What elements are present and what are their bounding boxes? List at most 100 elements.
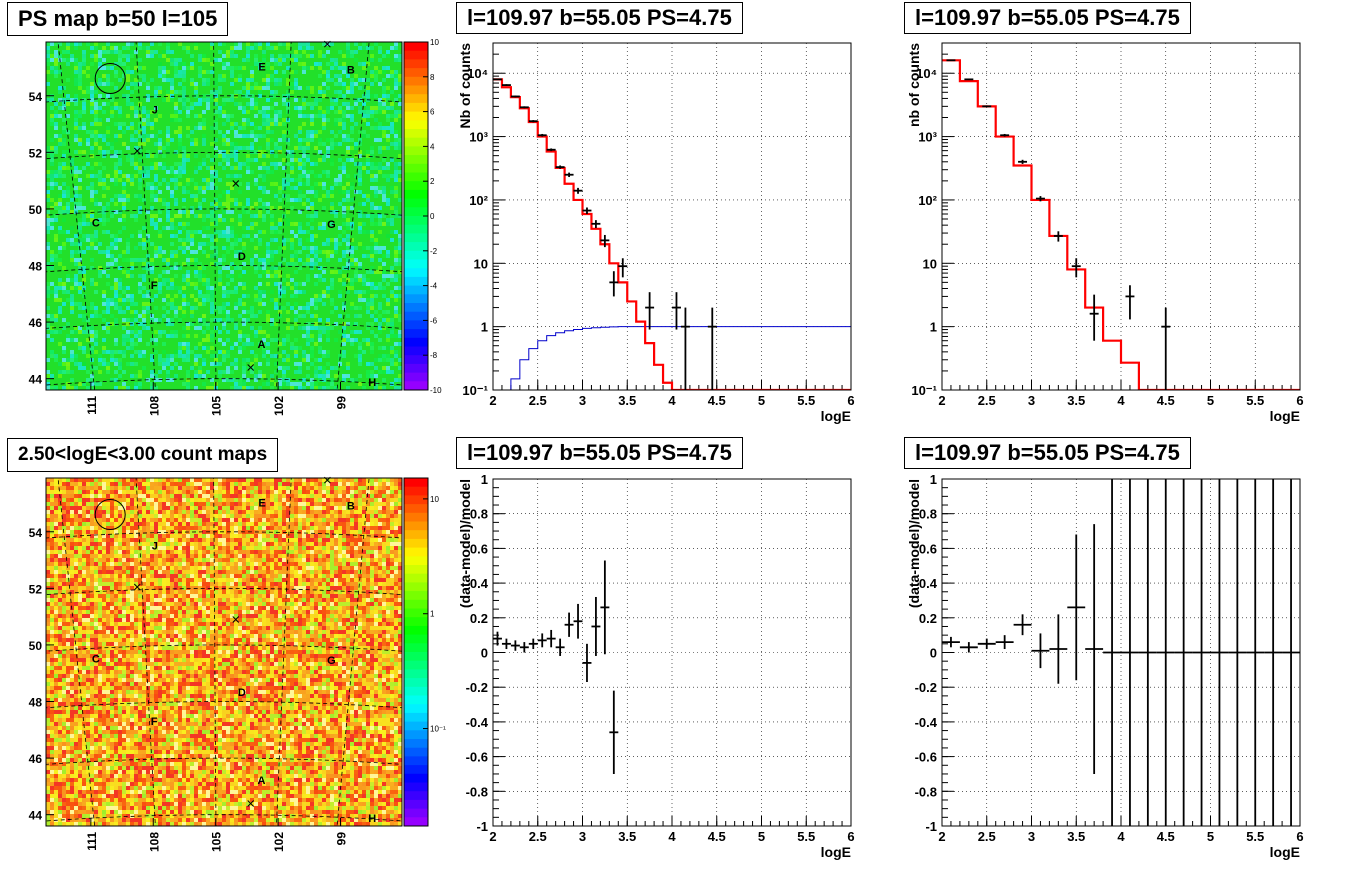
y-tick-label: -0.6 xyxy=(466,750,488,765)
source-cross xyxy=(133,147,141,155)
y-tick-label: 0.4 xyxy=(470,576,489,591)
data-point xyxy=(982,105,992,108)
plot-area xyxy=(493,479,851,826)
colorbar-tick-label: -2 xyxy=(430,247,438,256)
colorbar-tick-label: -8 xyxy=(430,351,438,360)
source-cross xyxy=(324,40,331,48)
y-tick-label: 0.8 xyxy=(919,507,937,522)
data-point xyxy=(1018,159,1028,164)
y-tick-label: -0.2 xyxy=(915,680,937,695)
data-point xyxy=(537,133,547,137)
source-label-D: D xyxy=(238,251,246,263)
colorbar-tick-label: 6 xyxy=(430,108,435,117)
lon-tick-label: 111 xyxy=(85,832,99,851)
colorbar-cell xyxy=(404,512,428,522)
colorbar-cell xyxy=(404,565,428,575)
lon-tick-label: 102 xyxy=(272,396,286,416)
colorbar-cell xyxy=(404,660,428,670)
colorbar-tick-label: -4 xyxy=(430,282,438,291)
colorbar-cell xyxy=(404,652,428,662)
lat-tick-label: 44 xyxy=(29,373,43,387)
source-label-B: B xyxy=(347,500,355,512)
colorbar-cell xyxy=(404,68,428,78)
colorbar-cell xyxy=(404,495,428,505)
colorbar-cell xyxy=(404,207,428,217)
x-tick-label: 6 xyxy=(1296,829,1303,844)
y-tick-label: 0.6 xyxy=(919,541,937,556)
target-circle xyxy=(94,63,126,95)
colorbar-tick-label: 2 xyxy=(430,177,435,186)
data-point xyxy=(609,690,619,774)
colorbar-cell xyxy=(404,773,428,783)
y-tick-label: 10⁻¹ xyxy=(462,383,488,398)
x-tick-label: 3 xyxy=(1028,829,1035,844)
colorbar-cell xyxy=(404,372,428,382)
x-tick-label: 5 xyxy=(758,393,765,408)
colorbar-cell xyxy=(404,329,428,339)
colorbar-cell xyxy=(404,504,428,514)
data-point xyxy=(1282,479,1300,826)
colorbar-cell xyxy=(404,111,428,121)
colorbar-cell xyxy=(404,582,428,592)
plot-content xyxy=(942,59,1300,390)
data-point xyxy=(1089,294,1099,341)
lon-tick-label: 111 xyxy=(85,396,99,415)
colorbar-cell xyxy=(404,617,428,627)
x-tick-label: 3.5 xyxy=(618,393,636,408)
map-frame xyxy=(45,41,403,391)
colorbar-cell xyxy=(404,94,428,104)
data-point xyxy=(618,258,628,278)
y-tick-label: 1 xyxy=(930,472,937,487)
colorbar-cell xyxy=(404,50,428,60)
data-point xyxy=(519,106,529,109)
y-tick-label: 10⁴ xyxy=(916,66,937,81)
colorbar-cell xyxy=(404,198,428,208)
y-tick-label: 0.2 xyxy=(919,611,937,626)
x-tick-label: 2 xyxy=(489,393,496,408)
colorbar-cell xyxy=(404,625,428,636)
source-label-G: G xyxy=(327,655,336,667)
lon-tick-label: 105 xyxy=(210,832,224,852)
x-tick-label: 4 xyxy=(668,393,676,408)
map-graticule xyxy=(46,42,402,390)
colorbar-cell xyxy=(404,320,428,330)
colorbar-cell xyxy=(404,808,428,818)
x-tick-label: 5.5 xyxy=(797,829,815,844)
colorbar-cell xyxy=(404,363,428,374)
x-tick-label: 2.5 xyxy=(978,829,996,844)
colorbar-cell xyxy=(404,163,428,173)
colorbar-cell xyxy=(404,747,428,757)
colorbar-cell xyxy=(404,643,428,653)
x-tick-label: 3 xyxy=(579,393,586,408)
lat-tick-label: 52 xyxy=(29,582,43,596)
y-tick-label: 10³ xyxy=(469,130,488,145)
data-point xyxy=(1161,307,1171,390)
data-point xyxy=(1228,479,1247,826)
source-label-F: F xyxy=(151,280,158,292)
y-tick-label: 0.6 xyxy=(470,541,488,556)
data-point xyxy=(573,603,583,639)
x-tick-label: 6 xyxy=(847,829,854,844)
data-point xyxy=(493,631,502,646)
colorbar-cell xyxy=(404,478,428,488)
y-tick-label: 10⁻¹ xyxy=(911,383,937,398)
data-point xyxy=(537,633,547,648)
y-tick-label: 10 xyxy=(923,256,937,271)
lat-tick-label: 46 xyxy=(29,316,43,330)
data-point xyxy=(609,271,619,297)
data-point xyxy=(582,207,592,214)
y-tick-label: 1 xyxy=(481,472,488,487)
data-point xyxy=(591,596,601,656)
colorbar-tick-label: 10 xyxy=(430,495,439,504)
y-tick-label: 10³ xyxy=(918,130,937,145)
lat-tick-label: 52 xyxy=(29,146,43,160)
colorbar-cell xyxy=(404,730,428,740)
data-point xyxy=(528,120,538,123)
colorbar-cell xyxy=(404,233,428,243)
colorbar-cell xyxy=(404,76,428,86)
spectrum-right-title: l=109.97 b=55.05 PS=4.75 xyxy=(904,2,1191,34)
lat-tick-label: 50 xyxy=(29,639,43,653)
